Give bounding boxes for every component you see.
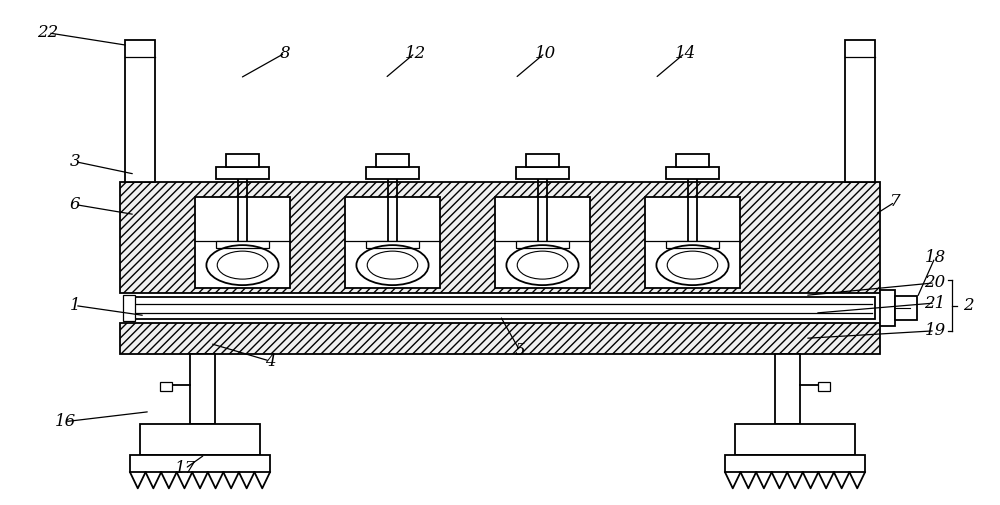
Text: 19: 19	[924, 322, 946, 339]
Text: 18: 18	[924, 249, 946, 266]
Bar	[376, 154, 409, 167]
Bar	[845, 40, 875, 182]
Bar	[818, 382, 830, 391]
Text: 14: 14	[674, 44, 696, 62]
Text: 22: 22	[37, 24, 59, 41]
Bar	[120, 323, 880, 353]
Bar	[140, 424, 260, 454]
Bar	[725, 454, 865, 472]
Bar	[495, 197, 590, 288]
Bar	[775, 354, 800, 424]
Bar	[366, 167, 419, 179]
Bar	[123, 295, 135, 321]
Text: 5: 5	[515, 342, 525, 360]
Bar	[120, 182, 880, 293]
Bar	[366, 240, 419, 248]
Text: 12: 12	[404, 44, 426, 62]
Bar	[190, 354, 215, 424]
Text: 6: 6	[70, 196, 80, 213]
Bar	[345, 197, 440, 288]
Text: 7: 7	[890, 193, 900, 211]
Text: 21: 21	[924, 294, 946, 312]
Text: 16: 16	[54, 413, 76, 430]
Text: 20: 20	[924, 274, 946, 291]
Text: 3: 3	[70, 153, 80, 170]
Text: 4: 4	[265, 352, 275, 370]
Text: 1: 1	[70, 297, 80, 314]
Bar	[226, 154, 259, 167]
Text: 17: 17	[174, 460, 196, 477]
Bar	[216, 167, 269, 179]
Bar	[516, 167, 569, 179]
Bar	[880, 290, 895, 326]
Bar	[645, 197, 740, 288]
Bar	[676, 154, 709, 167]
Bar	[160, 382, 172, 391]
Bar	[735, 424, 855, 454]
Bar	[666, 167, 719, 179]
Text: 2: 2	[963, 297, 973, 314]
Bar	[125, 40, 155, 182]
Bar	[895, 296, 917, 320]
Bar	[516, 240, 569, 248]
Bar	[666, 240, 719, 248]
Bar	[130, 454, 270, 472]
Bar	[526, 154, 559, 167]
Text: 8: 8	[280, 44, 290, 62]
Bar	[216, 240, 269, 248]
Bar	[195, 197, 290, 288]
Bar	[125, 297, 875, 319]
Text: 10: 10	[534, 44, 556, 62]
